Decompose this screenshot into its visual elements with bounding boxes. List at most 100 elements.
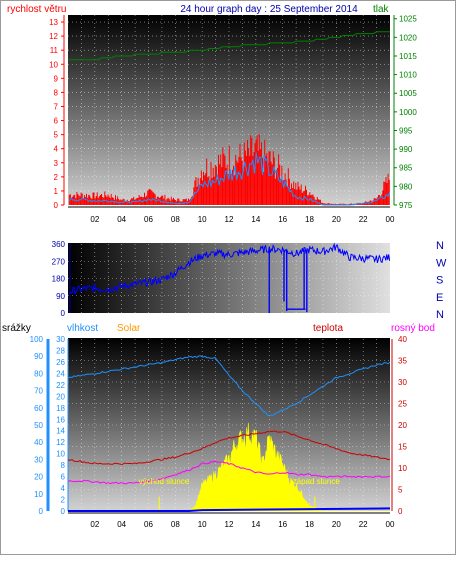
rain-tick-label: 100: [30, 335, 44, 344]
x-tick-label: 08: [171, 215, 180, 224]
x-tick-label: 16: [278, 215, 287, 224]
pressure-tick-label: 980: [399, 182, 413, 191]
sunrise-label: východ slunce: [139, 477, 190, 486]
dewpoint-series: [67, 460, 391, 485]
graph-title: 24 hour graph day : 25 September 2014: [180, 4, 358, 15]
solar-label: Solar: [117, 323, 141, 334]
compass-label: N: [436, 309, 444, 321]
wind-tick-label: 7: [54, 102, 59, 111]
pressure-tick-label: 1010: [399, 71, 417, 80]
humidity-tick-label: 2: [61, 496, 66, 505]
compass-label: N: [436, 240, 444, 252]
wind-tick-label: 0: [54, 201, 59, 210]
temperature-tick-label: 5: [398, 486, 403, 495]
humidity-tick-label: 0: [61, 507, 66, 516]
pressure-label: tlak: [373, 4, 390, 15]
direction-tick-label: 0: [61, 309, 66, 318]
wind-tick-label: 2: [54, 173, 59, 182]
rain-tick-label: 20: [34, 473, 43, 482]
wind-tick-label: 10: [49, 60, 58, 69]
pressure-tick-label: 985: [399, 164, 413, 173]
humidity-series: [67, 355, 391, 417]
wind-tick-label: 13: [49, 18, 58, 27]
humidity-tick-label: 6: [61, 473, 66, 482]
wind-tick-label: 3: [54, 159, 59, 168]
direction-tick-label: 270: [52, 257, 66, 266]
x-tick-label: 00: [386, 215, 395, 224]
humidity-tick-label: 12: [56, 438, 65, 447]
temperature-tick-label: 40: [398, 335, 407, 344]
wind-tick-label: 11: [50, 46, 59, 55]
direction-tick-label: 180: [52, 275, 66, 284]
pressure-tick-label: 990: [399, 145, 413, 154]
direction-series: [69, 242, 391, 295]
rain-tick-label: 40: [34, 438, 43, 447]
wind-tick-label: 8: [54, 88, 59, 97]
x-tick-label: 22: [359, 520, 368, 529]
temperature-tick-label: 15: [398, 443, 407, 452]
rain-label: srážky: [2, 323, 31, 334]
humidity-tick-label: 20: [56, 392, 65, 401]
temperature-tick-label: 0: [398, 507, 403, 516]
x-tick-label: 12: [225, 215, 234, 224]
direction-tick-label: 360: [52, 240, 66, 249]
humidity-tick-label: 18: [56, 404, 65, 413]
wind-pressure-chart: 0123456789101112139759809859909951000100…: [49, 15, 417, 224]
sunset-label: západ slunce: [293, 477, 341, 486]
wind-speed-label: rychlost větru: [7, 4, 66, 15]
humidity-tick-label: 22: [56, 381, 65, 390]
rain-series: [68, 507, 391, 512]
humidity-tick-label: 14: [56, 427, 65, 436]
humidity-label: vlhkost: [67, 323, 98, 334]
rain-tick-label: 30: [34, 455, 43, 464]
rain-tick-label: 70: [34, 387, 43, 396]
temperature-tick-label: 20: [398, 421, 407, 430]
humidity-tick-label: 30: [56, 335, 65, 344]
humidity-tick-label: 16: [56, 415, 65, 424]
rain-tick-label: 90: [34, 352, 43, 361]
pressure-tick-label: 1025: [399, 15, 417, 24]
x-tick-label: 22: [359, 215, 368, 224]
x-tick-label: 10: [198, 215, 207, 224]
temperature-series: [67, 430, 391, 466]
wind-tick-label: 5: [54, 131, 59, 140]
temperature-tick-label: 30: [398, 378, 407, 387]
humidity-tick-label: 24: [56, 369, 65, 378]
dewpoint-label: rosný bod: [391, 323, 435, 334]
temperature-tick-label: 35: [398, 357, 407, 366]
x-tick-label: 18: [305, 520, 314, 529]
temperature-label: teplota: [313, 323, 343, 334]
x-tick-label: 00: [386, 520, 395, 529]
wind-tick-label: 9: [54, 74, 59, 83]
x-tick-label: 16: [278, 520, 287, 529]
temperature-humidity-chart: 0102030405060708090100024681012141618202…: [30, 335, 408, 529]
pressure-tick-label: 1020: [399, 33, 417, 42]
x-tick-label: 02: [90, 520, 99, 529]
wind-tick-label: 1: [54, 187, 59, 196]
x-tick-label: 06: [144, 520, 153, 529]
x-tick-label: 04: [117, 215, 126, 224]
x-tick-label: 10: [198, 520, 207, 529]
humidity-tick-label: 28: [56, 346, 65, 355]
pressure-tick-label: 1000: [399, 108, 417, 117]
wind-tick-label: 6: [54, 117, 59, 126]
pressure-tick-label: 995: [399, 126, 413, 135]
pressure-tick-label: 975: [399, 201, 413, 210]
x-tick-label: 08: [171, 520, 180, 529]
x-tick-label: 14: [251, 520, 260, 529]
temperature-tick-label: 10: [398, 464, 407, 473]
pressure-series: [68, 31, 390, 61]
rain-tick-label: 50: [34, 421, 43, 430]
pressure-tick-label: 1005: [399, 89, 417, 98]
humidity-tick-label: 26: [56, 358, 65, 367]
x-tick-label: 18: [305, 215, 314, 224]
humidity-tick-label: 8: [61, 461, 66, 470]
x-tick-label: 14: [251, 215, 260, 224]
rain-tick-label: 0: [39, 507, 44, 516]
x-tick-label: 20: [332, 520, 341, 529]
pressure-tick-label: 1015: [399, 52, 417, 61]
rain-tick-label: 10: [34, 490, 43, 499]
